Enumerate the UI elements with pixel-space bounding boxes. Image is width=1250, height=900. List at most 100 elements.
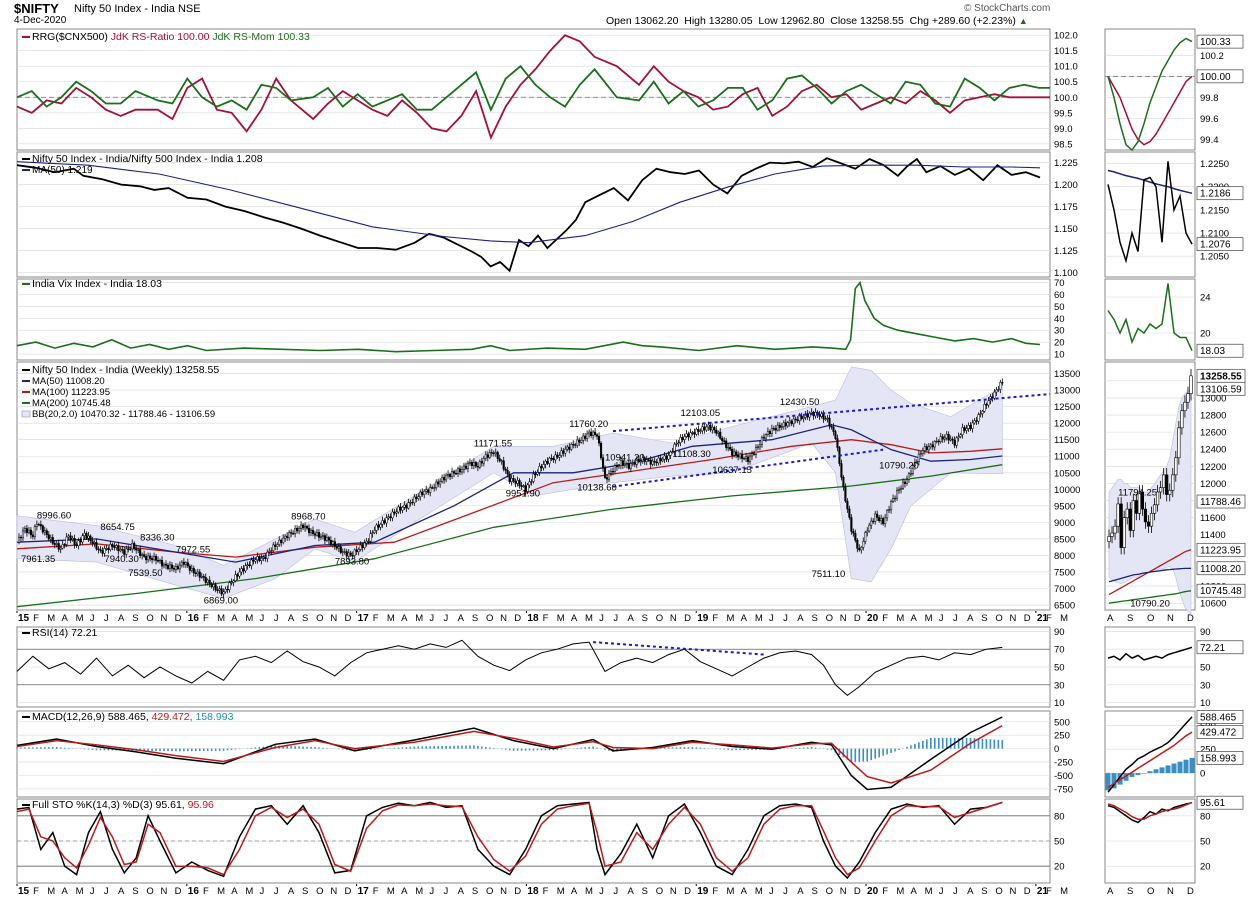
candle-body [520, 485, 523, 487]
series-line-india-vix [16, 280, 1041, 353]
candle-body [897, 489, 901, 491]
candle-body [890, 501, 893, 510]
candle-body [427, 489, 430, 493]
candle-body [536, 472, 539, 475]
x-month-label: N [161, 613, 168, 624]
candle-body [778, 424, 781, 428]
x-month-label: O [146, 886, 153, 897]
mini-y-tick-label: 99.6 [1200, 114, 1219, 125]
candle-body [276, 544, 279, 547]
candle-body [927, 446, 930, 451]
candle-body [113, 546, 116, 548]
candle-body [250, 559, 253, 566]
x-month-label: M [557, 613, 565, 624]
candle-body [135, 548, 138, 551]
candle-body [260, 558, 263, 561]
x-month-label: M [925, 886, 933, 897]
x-month-label: J [90, 613, 95, 624]
panel-title: Nifty 50 Index - India (Weekly) 13258.55 [32, 364, 219, 376]
candle-body [413, 496, 416, 504]
macd-histogram-bar [945, 737, 948, 749]
mini-last-value: 13106.59 [1200, 384, 1242, 395]
x-month-label: A [118, 886, 125, 897]
macd-histogram-bar [747, 748, 749, 751]
candle-body [345, 551, 348, 557]
macd-histogram-bar [63, 747, 66, 749]
x-month-label: D [175, 613, 182, 624]
candle-body [192, 568, 195, 574]
candle-body [143, 554, 146, 557]
mini-candle-body [1177, 427, 1181, 459]
mini-y-tick-label: 1.2100 [1200, 229, 1229, 240]
candle-body [292, 533, 295, 535]
price-annotation: 7893.80 [335, 556, 369, 567]
indicator-legend: BB(20,2.0) 10470.32 - 11788.46 - 13106.5… [32, 409, 215, 420]
candle-body [931, 444, 934, 448]
series-line-rsi [16, 639, 1003, 697]
mini-x-month-label: N [1167, 613, 1174, 624]
x-month-label: S [642, 613, 648, 624]
y-tick-label: 9500 [1054, 501, 1075, 512]
candle-body [641, 457, 644, 462]
mini-histogram-bar [1123, 773, 1129, 781]
x-month-label: M [245, 886, 253, 897]
candle-body [367, 540, 370, 543]
candle-body [55, 543, 58, 545]
macd-histogram-bar [794, 748, 797, 749]
macd-histogram-bar [87, 748, 90, 750]
candle-body [548, 457, 551, 464]
y-tick-label: 70 [1054, 645, 1065, 656]
candle-body [858, 548, 861, 551]
x-year-label: 19 [697, 886, 709, 897]
candle-body [544, 460, 547, 465]
candle-body [208, 579, 211, 584]
mini-last-value-box [1196, 542, 1246, 557]
mini-last-value: 95.61 [1200, 798, 1225, 809]
candle-body [81, 535, 84, 543]
candle-body [689, 432, 692, 438]
macd-histogram-bar [743, 748, 745, 751]
candle-body [313, 533, 317, 536]
mini-histogram-bar [1141, 773, 1147, 774]
candle-body [854, 533, 857, 541]
x-month-label: F [373, 613, 379, 624]
mini-candle-body [1113, 525, 1117, 534]
y-tick-label: 1.200 [1054, 180, 1078, 191]
macd-histogram-bar [222, 748, 225, 751]
macd-histogram-bar [159, 748, 161, 752]
mini-last-value-box [1196, 640, 1244, 655]
x-month-label: N [330, 613, 337, 624]
macd-histogram-bar [731, 748, 733, 751]
macd-histogram-bar [341, 748, 344, 750]
candle-body [822, 413, 825, 420]
candle-body [768, 431, 771, 434]
macd-histogram-bar [429, 746, 431, 749]
panel-price: 13500 13000 12500 12000 11500 11000 10500 10000… [16, 361, 1246, 615]
mini-candle-body [1155, 491, 1160, 506]
mini-last-value: 13258.55 [1200, 371, 1242, 382]
x-month-label: D [344, 613, 351, 624]
y-tick-label: 100.5 [1054, 77, 1078, 88]
x-month-label: N [1010, 613, 1017, 624]
macd-histogram-bar [55, 747, 58, 749]
macd-histogram-bar [516, 748, 519, 751]
candle-body [657, 457, 660, 464]
candle-body [850, 517, 853, 532]
candle-body [472, 462, 475, 466]
candle-body [629, 463, 632, 469]
candle-body [746, 456, 750, 463]
macd-histogram-bar [675, 747, 678, 749]
candle-body [401, 507, 404, 511]
macd-histogram-bar [59, 747, 62, 749]
macd-histogram-bar [576, 747, 579, 749]
candle-body [417, 496, 420, 499]
candle-body [997, 389, 1000, 391]
candle-body [868, 524, 871, 532]
macd-histogram-bar [949, 737, 952, 749]
change-value: +289.60 (+2.23%) [931, 15, 1016, 27]
candle-body [572, 443, 575, 446]
candle-body [683, 436, 686, 440]
candle-body [939, 436, 942, 442]
y-tick-label: 10000 [1054, 485, 1080, 496]
macd-histogram-bar [739, 748, 741, 751]
